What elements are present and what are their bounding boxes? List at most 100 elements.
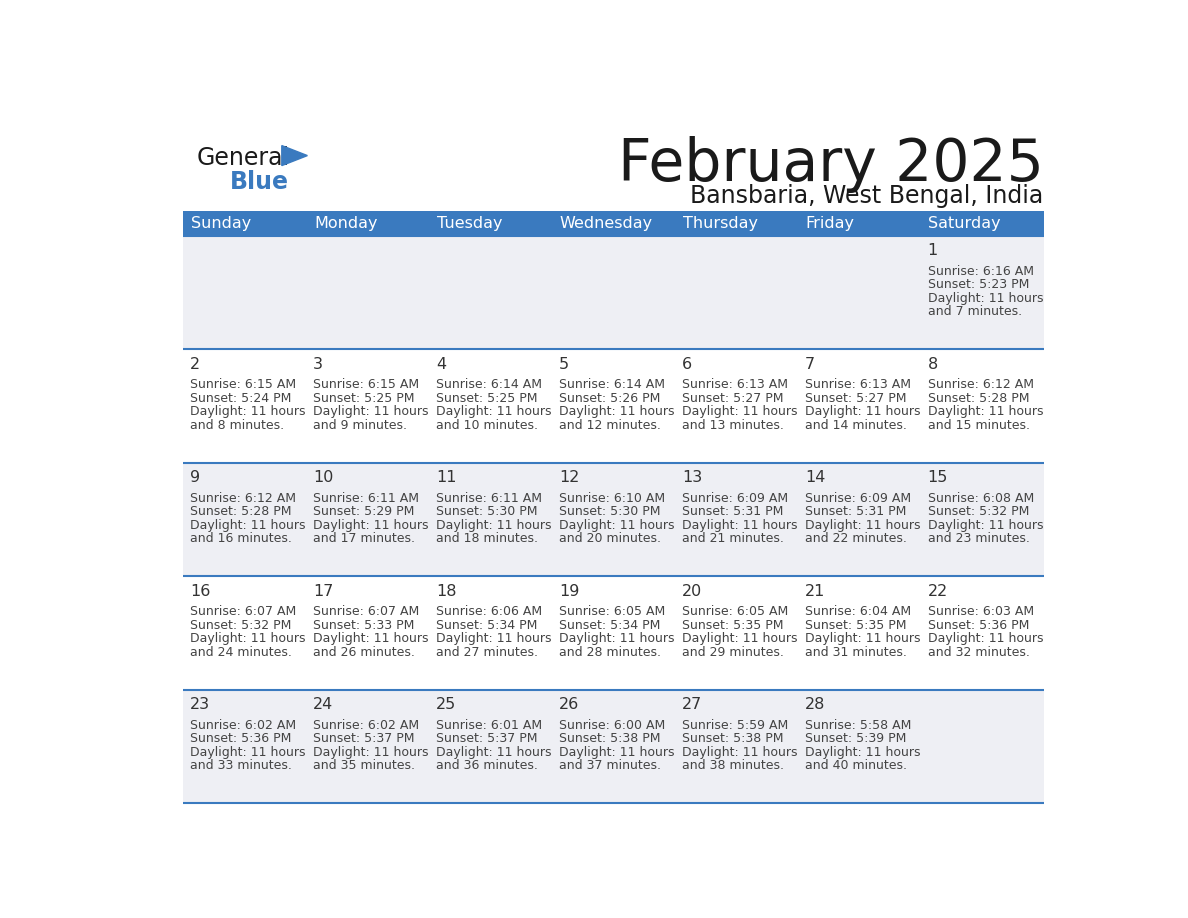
Text: Sunrise: 6:05 AM: Sunrise: 6:05 AM bbox=[560, 606, 665, 619]
Text: Daylight: 11 hours: Daylight: 11 hours bbox=[928, 292, 1043, 305]
Text: Sunrise: 6:09 AM: Sunrise: 6:09 AM bbox=[804, 492, 911, 505]
Text: Sunrise: 6:09 AM: Sunrise: 6:09 AM bbox=[682, 492, 788, 505]
Text: February 2025: February 2025 bbox=[618, 136, 1043, 193]
Text: Sunset: 5:38 PM: Sunset: 5:38 PM bbox=[682, 733, 783, 745]
Text: Daylight: 11 hours: Daylight: 11 hours bbox=[804, 406, 921, 419]
Text: 22: 22 bbox=[928, 584, 948, 599]
Text: Sunset: 5:39 PM: Sunset: 5:39 PM bbox=[804, 733, 906, 745]
Text: Sunrise: 6:02 AM: Sunrise: 6:02 AM bbox=[314, 719, 419, 732]
Text: Sunrise: 6:06 AM: Sunrise: 6:06 AM bbox=[436, 606, 542, 619]
Text: and 22 minutes.: and 22 minutes. bbox=[804, 532, 906, 545]
Bar bbox=[921, 236, 1043, 349]
Text: 15: 15 bbox=[928, 470, 948, 486]
Text: Sunrise: 6:13 AM: Sunrise: 6:13 AM bbox=[682, 378, 788, 391]
Text: Sunset: 5:23 PM: Sunset: 5:23 PM bbox=[928, 278, 1029, 291]
Text: Sunset: 5:34 PM: Sunset: 5:34 PM bbox=[436, 619, 537, 632]
Text: Sunrise: 6:07 AM: Sunrise: 6:07 AM bbox=[190, 606, 297, 619]
Text: 3: 3 bbox=[314, 357, 323, 372]
Text: Sunrise: 6:11 AM: Sunrise: 6:11 AM bbox=[436, 492, 542, 505]
Text: Sunset: 5:27 PM: Sunset: 5:27 PM bbox=[682, 392, 783, 405]
Text: and 40 minutes.: and 40 minutes. bbox=[804, 759, 906, 772]
Text: Sunrise: 6:02 AM: Sunrise: 6:02 AM bbox=[190, 719, 297, 732]
Text: Thursday: Thursday bbox=[683, 216, 758, 230]
Text: and 20 minutes.: and 20 minutes. bbox=[560, 532, 661, 545]
Text: Blue: Blue bbox=[229, 170, 289, 195]
Bar bbox=[307, 236, 429, 349]
Text: Sunset: 5:34 PM: Sunset: 5:34 PM bbox=[560, 619, 661, 632]
Text: Sunrise: 6:12 AM: Sunrise: 6:12 AM bbox=[928, 378, 1034, 391]
Text: Sunset: 5:26 PM: Sunset: 5:26 PM bbox=[560, 392, 661, 405]
Text: Daylight: 11 hours: Daylight: 11 hours bbox=[436, 633, 551, 645]
Text: and 35 minutes.: and 35 minutes. bbox=[314, 759, 416, 772]
Bar bbox=[307, 211, 429, 236]
Text: Sunset: 5:25 PM: Sunset: 5:25 PM bbox=[314, 392, 415, 405]
Text: Sunrise: 6:12 AM: Sunrise: 6:12 AM bbox=[190, 492, 296, 505]
Text: 10: 10 bbox=[314, 470, 334, 486]
Text: and 17 minutes.: and 17 minutes. bbox=[314, 532, 416, 545]
Text: Sunrise: 6:13 AM: Sunrise: 6:13 AM bbox=[804, 378, 911, 391]
Text: Daylight: 11 hours: Daylight: 11 hours bbox=[560, 406, 675, 419]
Bar bbox=[429, 236, 552, 349]
Text: Sunrise: 6:05 AM: Sunrise: 6:05 AM bbox=[682, 606, 788, 619]
Text: Sunset: 5:33 PM: Sunset: 5:33 PM bbox=[314, 619, 415, 632]
Text: Sunrise: 6:14 AM: Sunrise: 6:14 AM bbox=[560, 378, 665, 391]
Text: 6: 6 bbox=[682, 357, 693, 372]
Text: Sunset: 5:30 PM: Sunset: 5:30 PM bbox=[436, 506, 538, 519]
Text: and 36 minutes.: and 36 minutes. bbox=[436, 759, 538, 772]
Text: Bansbaria, West Bengal, India: Bansbaria, West Bengal, India bbox=[690, 185, 1043, 208]
Text: Daylight: 11 hours: Daylight: 11 hours bbox=[560, 745, 675, 759]
Text: 7: 7 bbox=[804, 357, 815, 372]
Text: Sunset: 5:24 PM: Sunset: 5:24 PM bbox=[190, 392, 292, 405]
Text: 4: 4 bbox=[436, 357, 447, 372]
Text: and 38 minutes.: and 38 minutes. bbox=[682, 759, 784, 772]
Text: and 8 minutes.: and 8 minutes. bbox=[190, 419, 284, 431]
Text: Sunrise: 6:14 AM: Sunrise: 6:14 AM bbox=[436, 378, 542, 391]
Text: Daylight: 11 hours: Daylight: 11 hours bbox=[682, 406, 797, 419]
Bar bbox=[552, 236, 675, 349]
Text: Sunset: 5:30 PM: Sunset: 5:30 PM bbox=[560, 506, 661, 519]
Text: Tuesday: Tuesday bbox=[437, 216, 503, 230]
Text: Sunrise: 6:08 AM: Sunrise: 6:08 AM bbox=[928, 492, 1034, 505]
Text: Friday: Friday bbox=[805, 216, 854, 230]
Bar bbox=[675, 236, 798, 349]
Text: 21: 21 bbox=[804, 584, 826, 599]
Bar bbox=[552, 349, 675, 463]
Text: Daylight: 11 hours: Daylight: 11 hours bbox=[190, 633, 305, 645]
Text: Sunrise: 5:59 AM: Sunrise: 5:59 AM bbox=[682, 719, 788, 732]
Bar bbox=[429, 211, 552, 236]
Text: Sunrise: 6:03 AM: Sunrise: 6:03 AM bbox=[928, 606, 1034, 619]
Text: and 18 minutes.: and 18 minutes. bbox=[436, 532, 538, 545]
Bar bbox=[675, 689, 798, 803]
Text: Daylight: 11 hours: Daylight: 11 hours bbox=[314, 406, 429, 419]
Text: 14: 14 bbox=[804, 470, 826, 486]
Text: Daylight: 11 hours: Daylight: 11 hours bbox=[314, 633, 429, 645]
Text: 8: 8 bbox=[928, 357, 939, 372]
Text: Sunset: 5:37 PM: Sunset: 5:37 PM bbox=[314, 733, 415, 745]
Bar bbox=[798, 689, 921, 803]
Text: 25: 25 bbox=[436, 698, 456, 712]
Text: and 7 minutes.: and 7 minutes. bbox=[928, 306, 1022, 319]
Bar bbox=[675, 349, 798, 463]
Text: Sunrise: 6:15 AM: Sunrise: 6:15 AM bbox=[314, 378, 419, 391]
Bar bbox=[798, 349, 921, 463]
Text: Daylight: 11 hours: Daylight: 11 hours bbox=[560, 633, 675, 645]
Text: Sunrise: 6:00 AM: Sunrise: 6:00 AM bbox=[560, 719, 665, 732]
Bar bbox=[552, 211, 675, 236]
Text: Sunset: 5:32 PM: Sunset: 5:32 PM bbox=[190, 619, 292, 632]
Text: and 23 minutes.: and 23 minutes. bbox=[928, 532, 1030, 545]
Bar bbox=[429, 689, 552, 803]
Text: 1: 1 bbox=[928, 243, 939, 258]
Bar bbox=[921, 349, 1043, 463]
Text: Sunset: 5:35 PM: Sunset: 5:35 PM bbox=[682, 619, 783, 632]
Text: and 33 minutes.: and 33 minutes. bbox=[190, 759, 292, 772]
Bar bbox=[798, 236, 921, 349]
Text: 13: 13 bbox=[682, 470, 702, 486]
Text: and 21 minutes.: and 21 minutes. bbox=[682, 532, 784, 545]
Text: and 9 minutes.: and 9 minutes. bbox=[314, 419, 407, 431]
Bar bbox=[183, 211, 307, 236]
Text: Daylight: 11 hours: Daylight: 11 hours bbox=[928, 633, 1043, 645]
Text: 2: 2 bbox=[190, 357, 201, 372]
Text: Sunset: 5:37 PM: Sunset: 5:37 PM bbox=[436, 733, 538, 745]
Text: and 27 minutes.: and 27 minutes. bbox=[436, 646, 538, 659]
Bar bbox=[675, 577, 798, 689]
